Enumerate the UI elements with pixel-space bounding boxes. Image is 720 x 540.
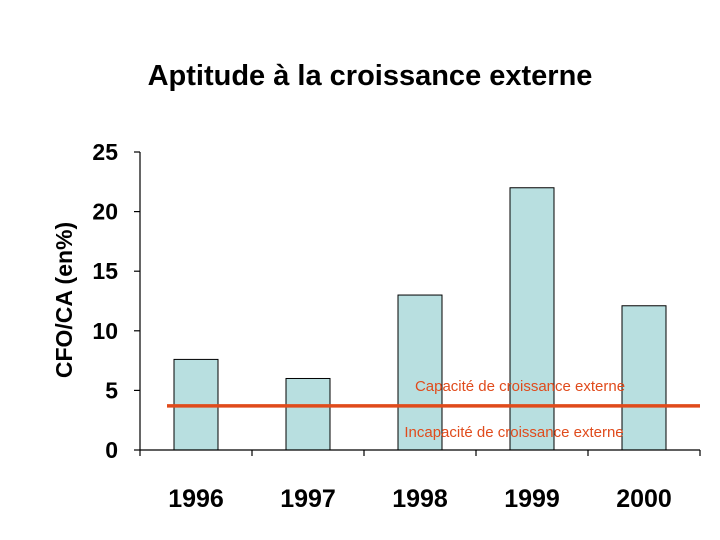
y-tick-label-25: 25 bbox=[92, 139, 118, 165]
chart-title: Aptitude à la croissance externe bbox=[148, 60, 593, 92]
bar-1998 bbox=[397, 294, 443, 451]
bar-1997 bbox=[285, 377, 331, 451]
x-tick-label-1998: 1998 bbox=[392, 485, 448, 513]
x-tick-label-1997: 1997 bbox=[280, 485, 336, 513]
x-tick-label-1999: 1999 bbox=[504, 485, 560, 513]
x-tick-label-2000: 2000 bbox=[616, 485, 672, 513]
y-tick-label-0: 0 bbox=[105, 437, 118, 463]
y-tick-label-10: 10 bbox=[92, 318, 118, 344]
bar-2000 bbox=[621, 305, 667, 451]
y-tick-label-20: 20 bbox=[92, 199, 118, 225]
bar-1999 bbox=[509, 187, 555, 451]
y-tick-label-15: 15 bbox=[92, 258, 118, 284]
y-tick-label-5: 5 bbox=[105, 377, 118, 403]
threshold-label-above: Capacité de croissance externe bbox=[415, 378, 625, 395]
threshold-label-below: Incapacité de croissance externe bbox=[404, 424, 623, 441]
y-axis-label: CFO/CA (en%) bbox=[51, 222, 77, 378]
x-tick-label-1996: 1996 bbox=[168, 485, 224, 513]
plot-area: 0 5 10 15 20 25 1996 1997 1998 1999 2000 bbox=[92, 139, 701, 513]
